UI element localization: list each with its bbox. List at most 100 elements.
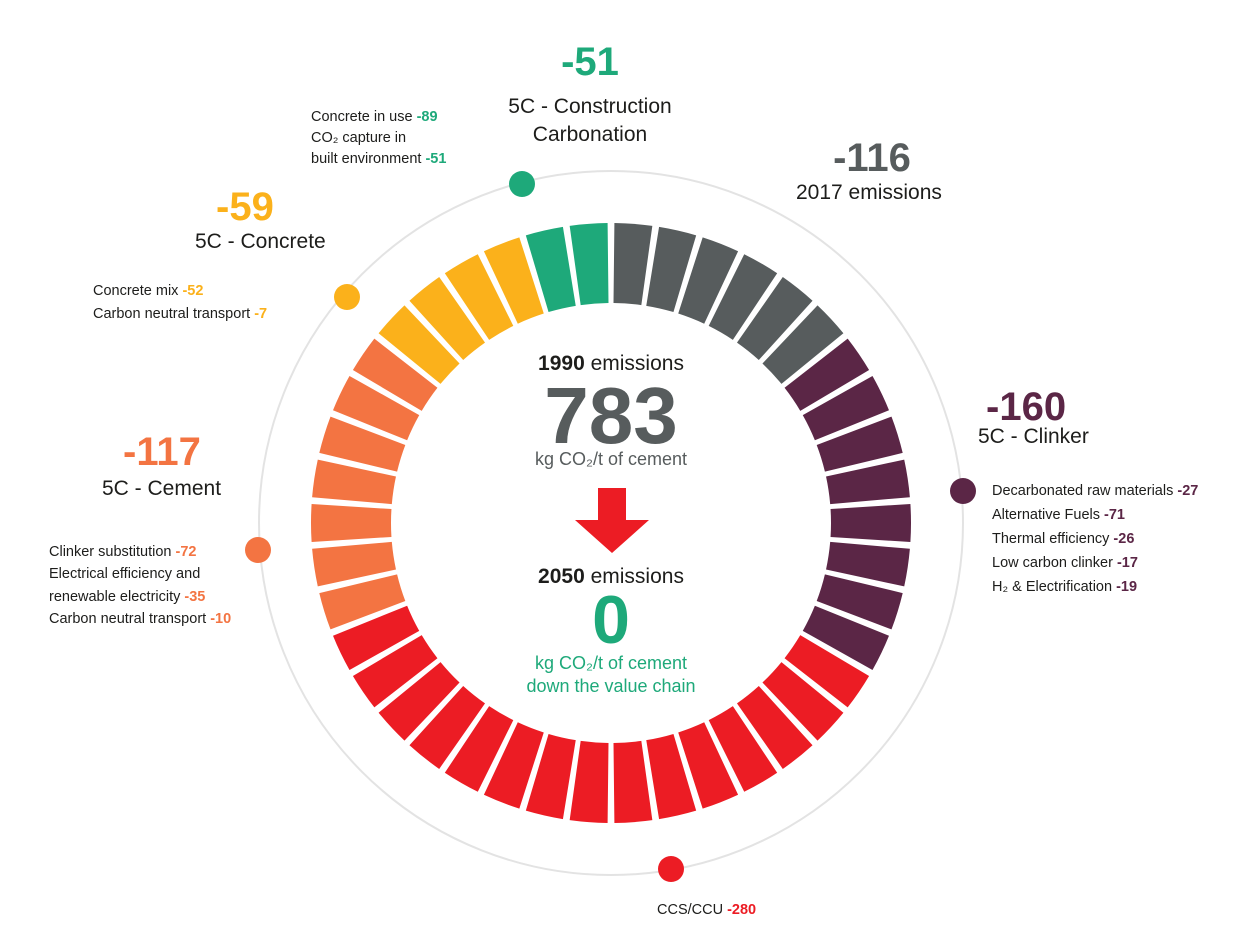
segment-grey <box>762 305 844 384</box>
construction-item-value: -51 <box>425 151 447 168</box>
clinker-dot <box>950 478 976 504</box>
construction-items: Concrete in use -89 CO₂ capture in built e… <box>311 107 446 170</box>
cement-dot <box>245 537 271 563</box>
clinker-item-label: Low carbon clinker <box>992 554 1113 571</box>
construction-item-label: CO₂ capture in <box>311 130 407 147</box>
clinker-items: Decarbonated raw materials -27 Alternativ… <box>992 480 1198 600</box>
segment-orange <box>312 459 396 505</box>
cement-item-label: renewable electricity <box>49 588 181 605</box>
segment-grey <box>646 226 697 313</box>
construction-item: Concrete in use -89 <box>311 107 446 128</box>
construction-value: -51 <box>561 40 619 84</box>
segment-grey <box>736 277 813 361</box>
ccs-line: CCS/CCU -280 <box>657 899 756 922</box>
segment-yellow <box>444 254 514 340</box>
segment-red <box>708 706 778 792</box>
start-word: emissions <box>590 352 684 375</box>
cement-item: renewable electricity -35 <box>49 586 231 608</box>
end-unit-line2: down the value chain <box>526 676 696 696</box>
construction-item: built environment -51 <box>311 149 446 170</box>
segment-orange <box>310 503 392 543</box>
ccs-dot <box>658 856 684 882</box>
segment-purple <box>816 574 903 630</box>
segment-orange <box>319 574 406 630</box>
segment-red <box>525 733 576 820</box>
segment-purple <box>826 459 910 505</box>
concrete-items: Concrete mix -52 Carbon neutral transport… <box>93 280 267 327</box>
concrete-dot <box>334 284 360 310</box>
construction-title-line1: 5C - Construction <box>508 95 672 118</box>
segment-green <box>569 223 609 306</box>
clinker-value: -160 <box>986 385 1067 429</box>
segment-yellow <box>483 237 544 324</box>
segment-purple <box>816 416 903 472</box>
clinker-item: Alternative Fuels -71 <box>992 504 1198 528</box>
segments-layer <box>310 223 912 823</box>
down-arrow-icon <box>575 488 649 553</box>
clinker-item-label: Decarbonated raw materials <box>992 483 1174 499</box>
segment-grey <box>678 237 739 324</box>
segment-purple <box>784 338 870 411</box>
construction-item-label: built environment <box>311 151 422 168</box>
segment-red <box>352 635 438 708</box>
segment-red <box>333 605 420 671</box>
cement-item-value: -10 <box>210 611 232 628</box>
segment-red <box>444 706 514 792</box>
segment-grey <box>708 254 778 340</box>
cement-items: Clinker substitution -72 Electrical effic… <box>49 541 231 631</box>
construction-item: CO₂ capture in <box>311 128 446 149</box>
clinker-item-label: Alternative Fuels <box>992 506 1100 523</box>
segment-red <box>762 662 844 741</box>
segment-purple <box>802 605 889 671</box>
concrete-item: Concrete mix -52 <box>93 280 267 303</box>
segment-red <box>378 662 460 741</box>
concrete-label: 5C - Concrete <box>195 230 326 253</box>
cement-value: -117 <box>123 430 201 474</box>
clinker-item-value: -19 <box>1116 578 1138 595</box>
end-unit-line1: kg CO₂/t of cement <box>534 653 688 673</box>
emissions-2017-value: -116 <box>833 136 911 180</box>
cement-item-label: Clinker substitution <box>49 544 172 560</box>
segment-orange <box>333 375 420 441</box>
clinker-item: Thermal efficiency -26 <box>992 528 1198 552</box>
segment-purple <box>802 375 889 441</box>
start-year: 1990 <box>538 352 585 375</box>
concrete-item-label: Concrete mix <box>93 283 179 299</box>
concrete-value: -59 <box>216 185 274 229</box>
end-emissions-line: 2050 emissions <box>491 565 731 589</box>
clinker-item-value: -71 <box>1104 506 1125 523</box>
segment-yellow <box>409 277 486 361</box>
segment-red <box>409 685 486 769</box>
cement-item-value: -35 <box>184 588 206 605</box>
cement-item-label: Electrical efficiency and <box>49 566 201 583</box>
end-value: 0 <box>592 582 630 658</box>
start-emissions-line: 1990 emissions <box>491 352 731 376</box>
clinker-item-value: -17 <box>1116 554 1138 571</box>
segment-red <box>613 740 653 823</box>
cement-label: 5C - Cement <box>102 477 222 500</box>
clinker-item: Decarbonated raw materials -27 <box>992 480 1198 504</box>
start-value: 783 <box>544 371 678 460</box>
segment-red <box>736 685 813 769</box>
segment-red <box>483 722 544 809</box>
end-word: emissions <box>590 565 684 588</box>
segment-orange <box>352 338 438 411</box>
cement-item-value: -72 <box>175 544 197 560</box>
segment-red <box>569 740 609 823</box>
clinker-item-value: -26 <box>1113 530 1135 547</box>
construction-title: 5C - Construction Carbonation <box>480 93 700 150</box>
segment-red <box>678 722 739 809</box>
ccs-value: -280 <box>727 902 757 918</box>
segment-green <box>525 226 576 313</box>
emissions-2017-label: 2017 emissions <box>796 181 942 204</box>
segment-grey <box>613 223 653 306</box>
concrete-item-value: -52 <box>182 283 204 299</box>
construction-item-value: -89 <box>416 109 438 125</box>
segment-orange <box>319 416 406 472</box>
segment-red <box>784 635 870 708</box>
construction-item-label: Concrete in use <box>311 109 413 125</box>
segment-red <box>646 733 697 820</box>
outer-ring <box>258 170 964 876</box>
